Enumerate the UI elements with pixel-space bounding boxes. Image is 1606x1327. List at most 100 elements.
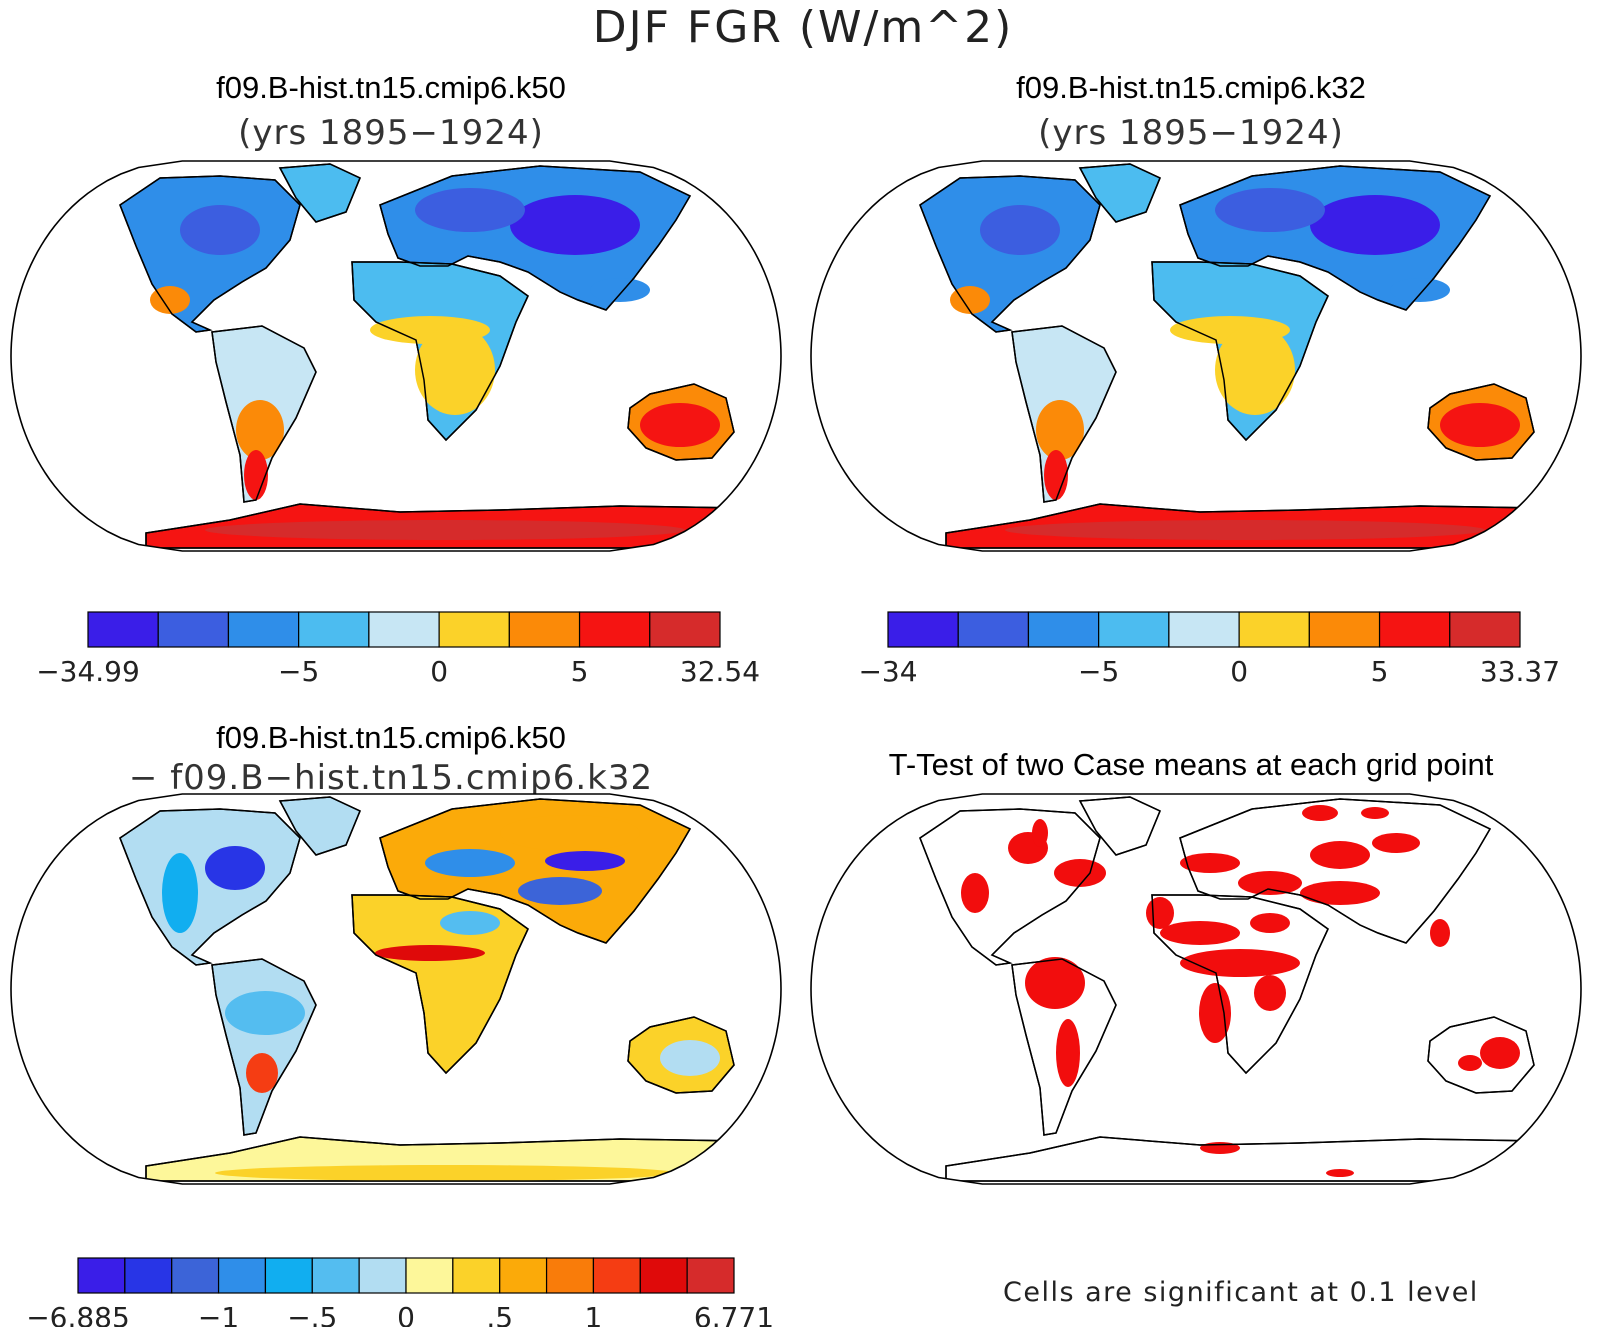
coastline-antarctica: [945, 1136, 1566, 1182]
colorbar-segment: [452, 1257, 501, 1294]
map-panel-2: [810, 160, 1582, 552]
significant-cell-14: [1056, 1019, 1080, 1087]
colorbar-segment: [227, 611, 300, 648]
south-asia: [1390, 278, 1450, 302]
map-frame: [810, 793, 1582, 1185]
colorbar-tick-label: 1: [585, 1301, 603, 1327]
colorbar-tick-label: 5: [571, 655, 589, 688]
coastline-eurasia: [379, 798, 692, 944]
diff-amazon: [225, 991, 305, 1035]
colorbar-segment: [1098, 611, 1170, 648]
panel3-title: f09.B-hist.tn15.cmip6.k50: [216, 720, 566, 755]
panel1-title: f09.B-hist.tn15.cmip6.k50: [216, 70, 566, 105]
colorbar-segment: [592, 1257, 641, 1294]
warm-mexico: [950, 286, 990, 314]
colorbar-segment: [124, 1257, 173, 1294]
coastline-greenland: [1078, 163, 1161, 223]
warm-patagonia: [244, 450, 268, 500]
coastline-australia: [1427, 1016, 1535, 1094]
diff-arabia: [440, 911, 500, 935]
colorbar-tick-label: .5: [486, 1301, 513, 1327]
significant-cell-12: [1254, 975, 1286, 1011]
warm-patagonia: [1044, 450, 1068, 500]
colorbar-segment: [499, 1257, 548, 1294]
colorbar-segment: [171, 1257, 220, 1294]
coastline-namerica: [119, 175, 301, 333]
colorbar-segment: [639, 1257, 688, 1294]
significant-cell-16: [1302, 805, 1338, 821]
colorbar-segment: [957, 611, 1030, 648]
colorbar-segment: [578, 611, 651, 648]
significant-cell-9: [1180, 949, 1300, 977]
cold-core-siberia: [1310, 195, 1440, 255]
coastline-antarctica: [145, 1136, 766, 1182]
significant-cell-24: [1361, 807, 1389, 819]
coastline-greenland: [1078, 796, 1161, 856]
coastline-eurasia: [1179, 798, 1492, 944]
colorbar-tick-label: 32.54: [680, 655, 760, 688]
colorbar-segment: [1378, 611, 1451, 648]
coastline-antarctica: [145, 503, 766, 549]
significant-cell-22: [1032, 819, 1048, 847]
significant-cell-11: [1199, 983, 1231, 1043]
coastline-samerica: [1011, 958, 1117, 1136]
cold-core-canada: [180, 205, 260, 255]
warm-southern-africa: [1215, 325, 1295, 415]
significant-cell-19: [1430, 919, 1450, 947]
panel1-subtitle: (yrs 1895−1924): [238, 113, 544, 153]
south-asia: [590, 278, 650, 302]
colorbar-tick-label: −5: [278, 655, 319, 688]
diff-pampas-warm: [246, 1053, 278, 1093]
antarctic-band: [205, 520, 685, 540]
amazon-region: [225, 360, 305, 400]
colorbar-segment: [77, 1257, 126, 1294]
diff-canada-cold: [205, 846, 265, 890]
warm-mexico: [150, 286, 190, 314]
colorbar-panel-1: −34.99 −5 0 5 32.54: [36, 611, 760, 688]
colorbar-segment: [157, 611, 230, 648]
colorbar-segment: [405, 1257, 454, 1294]
map-frame: [10, 793, 782, 1185]
coastline-australia: [627, 1016, 735, 1094]
colorbar-panel-3: −6.885 −1 −.5 0 .5 1 6.771: [26, 1257, 774, 1327]
colorbar-segment: [1308, 611, 1381, 648]
colorbar-tick-label: 0: [397, 1301, 415, 1327]
significant-cell-4: [1310, 841, 1370, 869]
colorbar-tick-label: −1: [198, 1301, 239, 1327]
colorbar-tick-label: 5: [1371, 655, 1389, 688]
colorbar-segment: [438, 611, 510, 648]
diff-siberia-warm: [500, 815, 640, 851]
cold-core-canada: [980, 205, 1060, 255]
coastline-namerica: [919, 175, 1101, 333]
significant-cell-17: [1480, 1037, 1520, 1069]
colorbar-tick-label: −34.99: [36, 655, 140, 688]
coastline-namerica: [119, 808, 301, 966]
colorbar-segment: [1449, 611, 1521, 648]
map-panel-1: [10, 160, 782, 552]
map-content: [11, 794, 781, 1184]
colorbar-segment: [1027, 611, 1100, 648]
colorbar-tick-label: 33.37: [1480, 655, 1560, 688]
significant-cell-5: [1372, 833, 1420, 853]
amazon-region: [1025, 360, 1105, 400]
coastline-namerica: [919, 808, 1101, 966]
cold-core-europe: [415, 188, 525, 232]
coastline-africa: [351, 261, 529, 442]
significant-cell-6: [1238, 871, 1302, 895]
significant-cell-23: [1146, 897, 1174, 929]
colorbar-tick-label: 6.771: [694, 1301, 774, 1327]
colorbar-segment: [264, 1257, 313, 1294]
diff-mongolia-cold: [545, 851, 625, 871]
coastline-samerica: [1011, 325, 1117, 503]
panel2-title: f09.B-hist.tn15.cmip6.k32: [1016, 70, 1366, 105]
colorbar-segment: [686, 1257, 735, 1294]
significant-cell-15: [961, 873, 989, 913]
map-content: [811, 794, 1581, 1184]
colorbar-segment: [545, 1257, 595, 1294]
colorbar-segment: [217, 1257, 267, 1294]
colorbar-tick-label: 0: [430, 655, 448, 688]
diff-west-namerica: [162, 853, 198, 933]
cold-core-europe: [1215, 188, 1325, 232]
coastline-australia: [1427, 383, 1535, 461]
significant-cell-8: [1160, 921, 1240, 945]
